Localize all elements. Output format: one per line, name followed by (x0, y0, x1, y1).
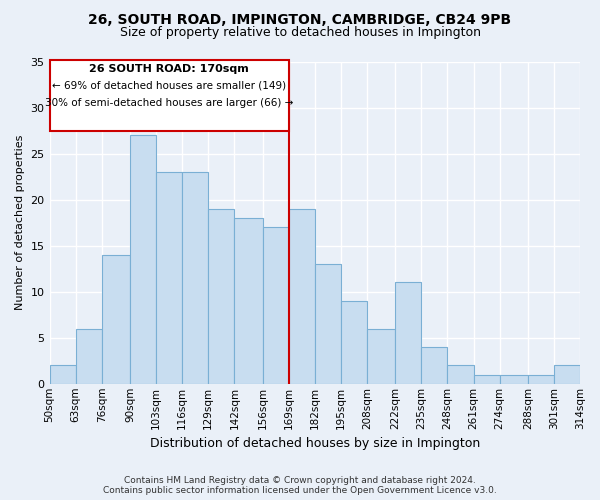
Bar (102, 255, 130, 384)
Bar (341, 301, 367, 384)
Bar (500, 374, 528, 384)
Bar (315, 264, 341, 384)
Bar (367, 328, 395, 384)
Bar (208, 209, 235, 384)
Text: 26 SOUTH ROAD: 170sqm: 26 SOUTH ROAD: 170sqm (89, 64, 249, 74)
X-axis label: Distribution of detached houses by size in Impington: Distribution of detached houses by size … (149, 437, 480, 450)
FancyBboxPatch shape (50, 60, 289, 130)
Text: 30% of semi-detached houses are larger (66) →: 30% of semi-detached houses are larger (… (45, 98, 293, 108)
Text: Contains HM Land Registry data © Crown copyright and database right 2024.
Contai: Contains HM Land Registry data © Crown c… (103, 476, 497, 495)
Bar (50, 366, 76, 384)
Y-axis label: Number of detached properties: Number of detached properties (15, 135, 25, 310)
Bar (289, 209, 315, 384)
Bar (76, 328, 102, 384)
Bar (182, 172, 208, 384)
Text: 26, SOUTH ROAD, IMPINGTON, CAMBRIDGE, CB24 9PB: 26, SOUTH ROAD, IMPINGTON, CAMBRIDGE, CB… (88, 12, 512, 26)
Bar (421, 347, 448, 384)
Text: ← 69% of detached houses are smaller (149): ← 69% of detached houses are smaller (14… (52, 81, 286, 91)
Bar (156, 172, 182, 384)
Bar (473, 374, 500, 384)
Bar (263, 227, 289, 384)
Text: Size of property relative to detached houses in Impington: Size of property relative to detached ho… (119, 26, 481, 39)
Bar (235, 218, 263, 384)
Bar (448, 366, 473, 384)
Bar (395, 282, 421, 384)
Bar (554, 366, 580, 384)
Bar (130, 135, 156, 384)
Bar (528, 374, 554, 384)
